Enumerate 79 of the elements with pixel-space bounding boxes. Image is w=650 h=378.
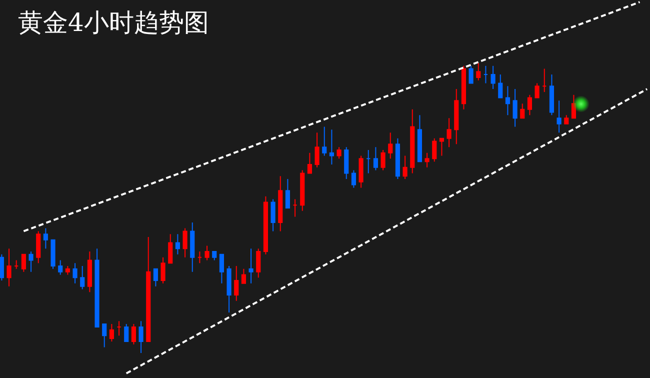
candlestick (168, 234, 173, 264)
candlestick (212, 251, 217, 261)
candlestick (498, 74, 503, 98)
candlestick (483, 65, 488, 84)
candlestick (358, 155, 364, 188)
candlestick (36, 230, 41, 264)
candlestick (102, 324, 107, 348)
candlestick (505, 86, 510, 116)
candlestick (21, 254, 26, 272)
candlestick (490, 65, 496, 90)
candlestick (285, 178, 290, 208)
candlestick (373, 146, 378, 171)
candlestick (131, 324, 136, 345)
candlestick (248, 248, 254, 284)
candlestick (43, 228, 48, 250)
candlestick (14, 260, 19, 270)
candlestick (556, 100, 562, 134)
candlestick (300, 170, 305, 212)
candlestick (292, 198, 298, 218)
candlestick (153, 268, 158, 287)
candlestick (109, 324, 114, 342)
candlestick (461, 65, 466, 110)
candlestick (366, 149, 371, 174)
candlestick (219, 254, 224, 284)
candlestick (336, 146, 342, 160)
candlestick (322, 126, 327, 156)
candlestick (234, 266, 239, 302)
candlestick (278, 176, 283, 232)
candlestick (241, 268, 246, 284)
candlestick (549, 74, 554, 116)
candlestick (87, 251, 92, 293)
candlestick (439, 138, 444, 156)
candlestick (263, 196, 268, 255)
candlestick (124, 324, 129, 342)
candlestick (182, 228, 188, 258)
candlestick (424, 152, 430, 168)
candlestick (160, 256, 166, 284)
candlestick (564, 114, 569, 124)
candlestick (395, 138, 400, 180)
candlestick (256, 248, 261, 278)
candlestick (329, 129, 334, 165)
candlestick (402, 155, 408, 180)
candlestick (65, 266, 70, 276)
candlestick (58, 260, 63, 276)
candlestick (307, 152, 312, 174)
candlestick (454, 88, 459, 145)
candlestick (204, 245, 210, 261)
candlestick (28, 251, 34, 272)
candlestick (468, 65, 474, 84)
candlestick (6, 248, 12, 287)
candlestick (542, 68, 547, 92)
candlestick (351, 170, 356, 188)
candlestick (50, 239, 56, 270)
candlestick (476, 62, 481, 81)
candlestick (410, 108, 415, 174)
candlestick (80, 266, 85, 290)
candlestick (270, 198, 276, 232)
candlestick (417, 114, 422, 162)
candlestick (527, 94, 532, 116)
candlestick (0, 254, 4, 282)
candlestick (138, 320, 144, 354)
candlestick (226, 266, 232, 313)
candlestick (146, 236, 151, 342)
candlestick (314, 132, 320, 168)
candlestick (388, 132, 393, 160)
candlestick (94, 248, 100, 328)
candlestick (512, 88, 518, 128)
candlestick (197, 251, 202, 264)
candlestick (432, 138, 437, 162)
candlestick (446, 118, 452, 148)
candlestick (380, 149, 386, 171)
candlestick (520, 103, 525, 119)
candlestick (116, 320, 122, 336)
chart-title: 黄金4小时趋势图 (18, 8, 209, 37)
candlestick (190, 222, 195, 272)
candlestick (72, 262, 78, 284)
candlestick (175, 234, 180, 255)
candlestick (534, 82, 540, 98)
candlestick (344, 146, 349, 180)
